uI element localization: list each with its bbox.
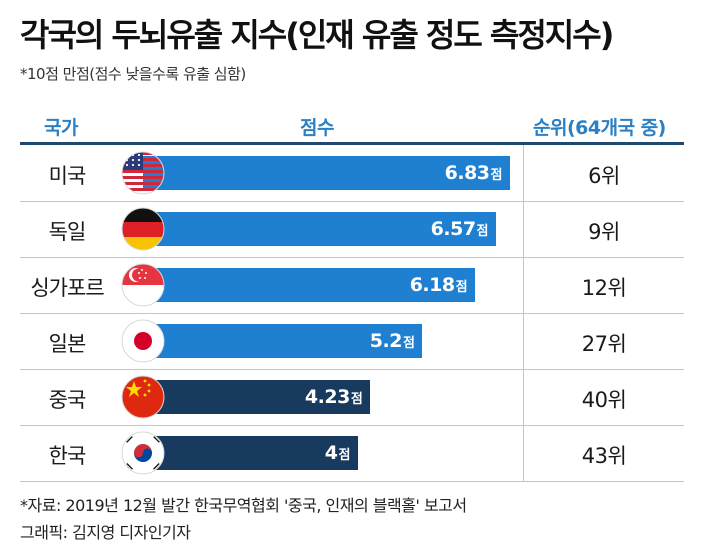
score-bar <box>143 212 497 246</box>
rank-label: 27위 <box>581 332 627 356</box>
row-divider <box>20 313 684 314</box>
country-label: 한국 <box>48 444 87 468</box>
header-rank: 순위(64개국 중) <box>533 117 666 139</box>
score-bar <box>143 380 371 414</box>
rank-label: 12위 <box>581 276 627 300</box>
row-divider <box>20 425 684 426</box>
japan-flag-icon <box>120 318 166 364</box>
rank-label: 43위 <box>581 444 627 468</box>
singapore-flag-icon <box>120 262 166 308</box>
germany-flag-icon <box>120 206 166 252</box>
score-bar <box>143 436 358 470</box>
score-value-label: 6.83점 <box>444 162 503 184</box>
header-country: 국가 <box>44 117 78 139</box>
header-score: 점수 <box>300 117 334 139</box>
header-divider <box>20 142 684 145</box>
score-value-label: 6.18점 <box>409 274 468 296</box>
rank-label: 6위 <box>588 164 620 188</box>
row-divider <box>20 257 684 258</box>
score-value-label: 4.23점 <box>304 386 363 408</box>
source-note: *자료: 2019년 12월 발간 한국무역협회 '중국, 인재의 블랙홀' 보… <box>20 496 467 515</box>
country-label: 중국 <box>48 388 87 412</box>
row-divider <box>20 201 684 202</box>
country-label: 독일 <box>48 220 87 244</box>
row-divider <box>20 481 684 482</box>
chart-subtitle: *10점 만점(점수 낮을수록 유출 심함) <box>20 65 246 83</box>
china-flag-icon <box>120 374 166 420</box>
score-bar <box>143 324 423 358</box>
country-label: 일본 <box>48 332 87 356</box>
country-label: 싱가포르 <box>30 276 104 300</box>
usa-flag-icon <box>120 150 166 196</box>
korea-flag-icon <box>120 430 166 476</box>
score-value-label: 5.2점 <box>369 330 415 352</box>
rank-label: 40위 <box>581 388 627 412</box>
score-value-label: 4점 <box>324 442 351 464</box>
chart-title: 각국의 두뇌유출 지수(인재 유출 정도 측정지수) <box>20 16 614 54</box>
score-bar <box>143 156 510 190</box>
graphic-credit: 그래픽: 김지영 디자인기자 <box>20 523 191 542</box>
row-divider <box>20 369 684 370</box>
score-value-label: 6.57점 <box>430 218 489 240</box>
score-bar <box>143 268 476 302</box>
rank-label: 9위 <box>588 220 620 244</box>
country-label: 미국 <box>48 164 87 188</box>
